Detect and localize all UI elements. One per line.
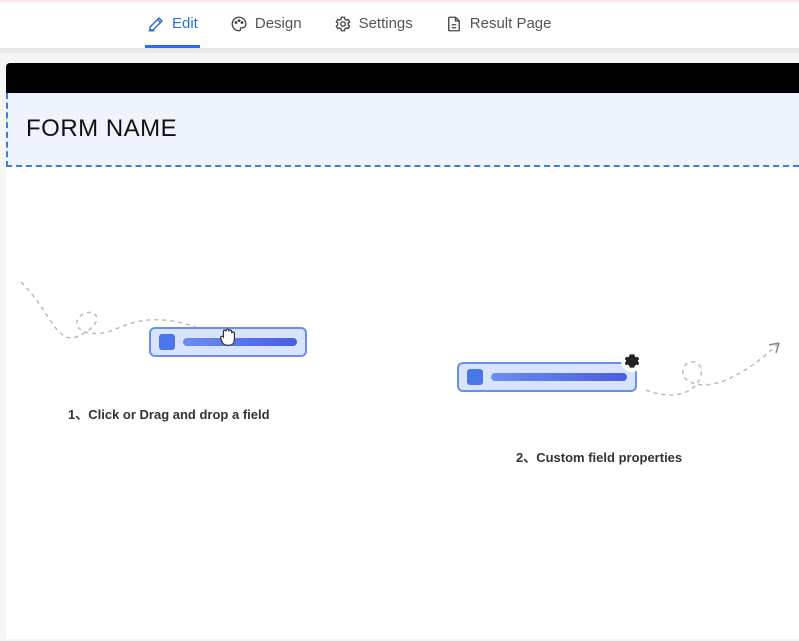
tab-edit[interactable]: Edit <box>145 2 200 48</box>
settings-icon <box>334 15 352 33</box>
form-header[interactable]: FORM NAME <box>6 93 799 167</box>
grab-cursor-icon <box>217 325 237 347</box>
form-top-bar <box>6 63 799 93</box>
tab-result-label: Result Page <box>470 15 552 32</box>
tab-bar: Edit Design Settings Result Page <box>0 0 799 48</box>
gear-icon <box>621 350 643 372</box>
tab-settings-label: Settings <box>359 15 413 32</box>
field-illustration-drag <box>149 327 307 357</box>
divider <box>0 48 799 53</box>
tab-edit-label: Edit <box>172 15 198 32</box>
edit-icon <box>147 15 165 33</box>
page-icon <box>445 15 463 33</box>
form-canvas[interactable]: 1、Click or Drag and drop a field 2、Custo… <box>6 167 799 639</box>
tab-design-label: Design <box>255 15 302 32</box>
hint-step2: 2、Custom field properties <box>516 447 682 466</box>
field-illustration-properties <box>457 362 637 392</box>
hint-step1: 1、Click or Drag and drop a field <box>68 404 270 423</box>
tab-design[interactable]: Design <box>228 2 304 48</box>
form-title: FORM NAME <box>26 115 781 143</box>
swirl-arrow-right <box>641 335 791 405</box>
palette-icon <box>230 15 248 33</box>
tab-settings[interactable]: Settings <box>332 2 415 48</box>
tab-result-page[interactable]: Result Page <box>443 2 554 48</box>
